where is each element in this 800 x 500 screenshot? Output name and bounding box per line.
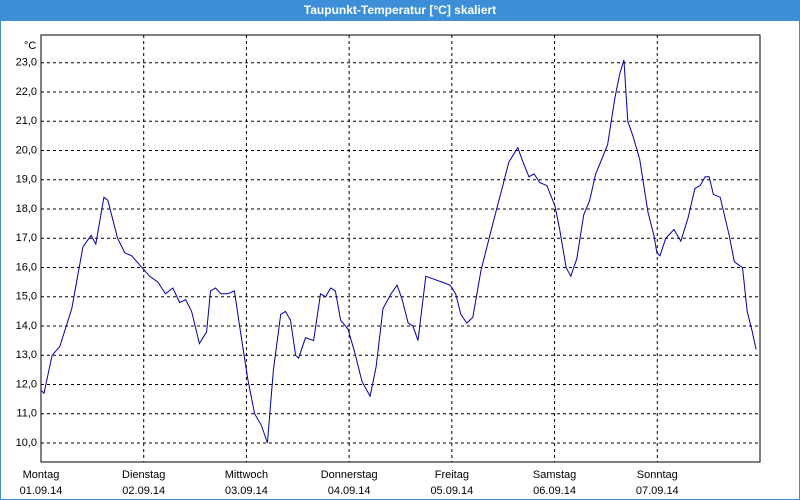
y-tick-label: 17,0 — [16, 232, 37, 244]
y-tick-label: 23,0 — [16, 57, 37, 69]
x-tick-label: Mittwoch — [225, 469, 268, 481]
x-tick-date: 04.09.14 — [328, 485, 371, 497]
x-tick-date: 05.09.14 — [430, 485, 473, 497]
y-tick-label: 16,0 — [16, 261, 37, 273]
x-tick-label: Samstag — [533, 469, 576, 481]
y-tick-label: 20,0 — [16, 144, 37, 156]
x-tick-label: Dienstag — [122, 469, 165, 481]
y-tick-label: 19,0 — [16, 174, 37, 186]
plot-border — [40, 34, 761, 463]
y-tick-label: 13,0 — [16, 349, 37, 361]
data-line — [40, 59, 757, 444]
x-tick-date: 03.09.14 — [225, 485, 268, 497]
x-tick-date: 02.09.14 — [122, 485, 165, 497]
x-tick-label: Sonntag — [637, 469, 678, 481]
window-title: Taupunkt-Temperatur [°C] skaliert — [304, 3, 496, 17]
x-tick-label: Donnerstag — [321, 469, 378, 481]
y-tick-label: 10,0 — [16, 437, 37, 449]
y-tick-label: 11,0 — [16, 408, 37, 420]
y-tick-label: 15,0 — [16, 291, 37, 303]
x-tick-date: 06.09.14 — [533, 485, 576, 497]
y-unit: °C — [24, 40, 36, 52]
x-tick-date: 07.09.14 — [636, 485, 679, 497]
y-tick-label: 21,0 — [16, 115, 37, 127]
x-tick-label: Montag — [23, 469, 60, 481]
y-tick-label: 18,0 — [16, 203, 37, 215]
title-bar — [0, 0, 800, 21]
x-tick-date: 01.09.14 — [20, 485, 63, 497]
y-tick-label: 22,0 — [16, 86, 37, 98]
x-tick-label: Freitag — [435, 469, 469, 481]
y-tick-label: 12,0 — [16, 378, 37, 390]
y-tick-label: 14,0 — [16, 320, 37, 332]
